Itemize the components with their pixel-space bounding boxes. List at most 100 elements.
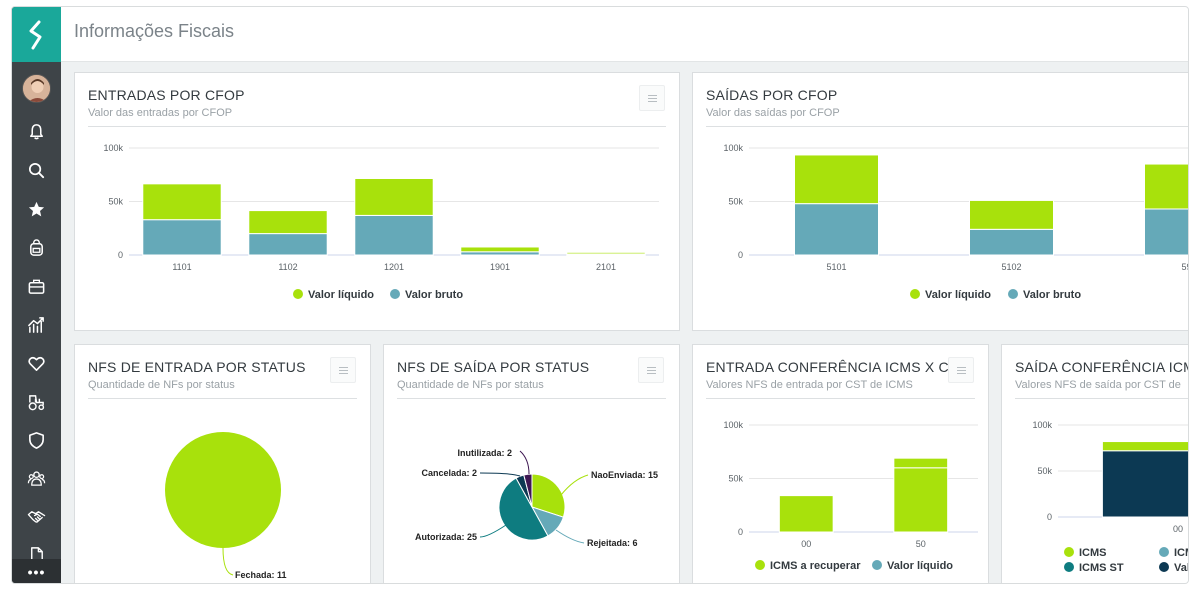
y-tick-label: 0 [738, 250, 743, 260]
app-frame: ••• Informações Fiscais ENTRADAS POR CFO… [11, 6, 1189, 584]
x-tick-label: 1201 [384, 262, 404, 272]
y-tick-label: 100k [723, 143, 743, 153]
legend-marker [390, 289, 400, 299]
pie-connector [222, 547, 234, 576]
legend-marker [1159, 562, 1169, 572]
y-tick-label: 100k [1032, 420, 1052, 430]
y-tick-label: 50k [1037, 466, 1052, 476]
x-tick-label: 2101 [596, 262, 616, 272]
y-tick-label: 100k [723, 420, 743, 430]
top-bar: Informações Fiscais [61, 7, 1188, 62]
heart-icon[interactable] [24, 351, 49, 376]
saida-icms-card: SAÍDA CONFERÊNCIA ICMS Valores NFS de sa… [1001, 344, 1189, 583]
card-subtitle: Valor das saídas por CFOP [706, 107, 840, 119]
pie-data-label: Fechada: 11 [235, 570, 287, 580]
star-icon[interactable] [24, 197, 49, 222]
pie-slice-inutilizada [523, 473, 533, 508]
bar-segment [142, 219, 222, 256]
bar-segment [1144, 163, 1188, 210]
chart-menu-button[interactable] [330, 357, 356, 383]
pie-connector [519, 450, 530, 475]
bar-segment [893, 457, 949, 469]
entrada-icms-cst-card: ENTRADA CONFERÊNCIA ICMS X CST Valores N… [692, 344, 989, 583]
chart-growth-icon[interactable] [24, 312, 49, 337]
card-title: NFS DE SAÍDA POR STATUS [397, 359, 590, 375]
more-menu-button[interactable]: ••• [12, 559, 61, 583]
card-subtitle: Valores NFS de saída por CST de [1015, 379, 1181, 391]
legend-label: Valor líquido [887, 560, 953, 572]
legend-marker [293, 289, 303, 299]
hamburger-icon [646, 366, 656, 374]
hamburger-icon [956, 366, 966, 374]
pie-connector [560, 474, 589, 496]
bar-segment [354, 177, 434, 216]
bar-segment [969, 228, 1054, 256]
x-tick-label: 59 [1181, 262, 1189, 272]
legend-label: ICMS [1079, 547, 1107, 559]
bar-segment [248, 210, 328, 235]
card-subtitle: Valor das entradas por CFOP [88, 107, 233, 119]
bar-segment [566, 251, 646, 255]
shield-icon[interactable] [24, 428, 49, 453]
y-tick-label: 0 [118, 250, 123, 260]
legend-label: Valor líquido [308, 289, 374, 301]
hamburger-icon [338, 366, 348, 374]
search-icon[interactable] [24, 158, 49, 183]
bar-segment [893, 467, 949, 533]
legend-label: ICMS a recuperar [770, 560, 861, 572]
legend-marker [755, 560, 765, 570]
x-tick-label: 1101 [172, 262, 191, 272]
briefcase-icon[interactable] [24, 274, 49, 299]
nfs-saida-status-card: NFS DE SAÍDA POR STATUS Quantidade de NF… [383, 344, 680, 583]
team-icon[interactable] [24, 466, 49, 491]
notification-bell-icon[interactable] [24, 119, 49, 144]
bar-segment [778, 495, 834, 533]
page-title: Informações Fiscais [74, 21, 235, 41]
handshake-icon[interactable] [24, 504, 49, 529]
card-title: NFS DE ENTRADA POR STATUS [88, 359, 306, 375]
bar-segment [460, 246, 540, 253]
pie-slice-naoenviada [531, 473, 566, 518]
x-tick-label: 00 [801, 539, 811, 549]
chart-menu-button[interactable] [948, 357, 974, 383]
card-title: SAÍDAS POR CFOP [706, 87, 838, 103]
user-avatar[interactable] [22, 74, 51, 103]
card-title: SAÍDA CONFERÊNCIA ICMS [1015, 359, 1189, 375]
card-divider [1015, 398, 1188, 399]
pie-slice-fechada [165, 432, 281, 548]
x-tick-label: 5102 [1001, 262, 1021, 272]
legend-marker [872, 560, 882, 570]
bar-segment [794, 203, 879, 256]
pie-data-label: NaoEnviada: 15 [591, 470, 658, 480]
card-divider [88, 126, 666, 127]
x-tick-label: 00 [1173, 524, 1183, 534]
card-title: ENTRADA CONFERÊNCIA ICMS X CST [706, 359, 968, 375]
tractor-icon[interactable] [24, 390, 49, 415]
legend-marker [910, 289, 920, 299]
legend-marker [1008, 289, 1018, 299]
y-tick-label: 100k [103, 143, 123, 153]
nfs-entrada-status-card: NFS DE ENTRADA POR STATUS Quantidade de … [74, 344, 371, 583]
bar-segment [1101, 441, 1188, 452]
legend-marker [1159, 547, 1169, 557]
chart-menu-button[interactable] [638, 357, 664, 383]
legend-label: Valor líquido [925, 289, 991, 301]
legend-label: Valo [1174, 562, 1189, 574]
brand-logo[interactable] [12, 7, 61, 62]
pie-connector [479, 472, 521, 477]
legend-label: ICMS ST [1079, 562, 1124, 574]
pie-data-label: Autorizada: 25 [415, 532, 477, 542]
bar-segment [969, 199, 1054, 230]
backpack-icon[interactable] [24, 235, 49, 260]
bar-segment [248, 233, 328, 256]
bar-segment [354, 214, 434, 256]
card-divider [706, 126, 1188, 127]
y-tick-label: 50k [108, 197, 123, 207]
chart-menu-button[interactable] [639, 85, 665, 111]
x-tick-label: 5101 [826, 262, 846, 272]
document-icon[interactable] [24, 542, 49, 567]
legend-label: Valor bruto [1023, 289, 1081, 301]
x-tick-label: 1102 [278, 262, 297, 272]
card-divider [706, 398, 975, 399]
